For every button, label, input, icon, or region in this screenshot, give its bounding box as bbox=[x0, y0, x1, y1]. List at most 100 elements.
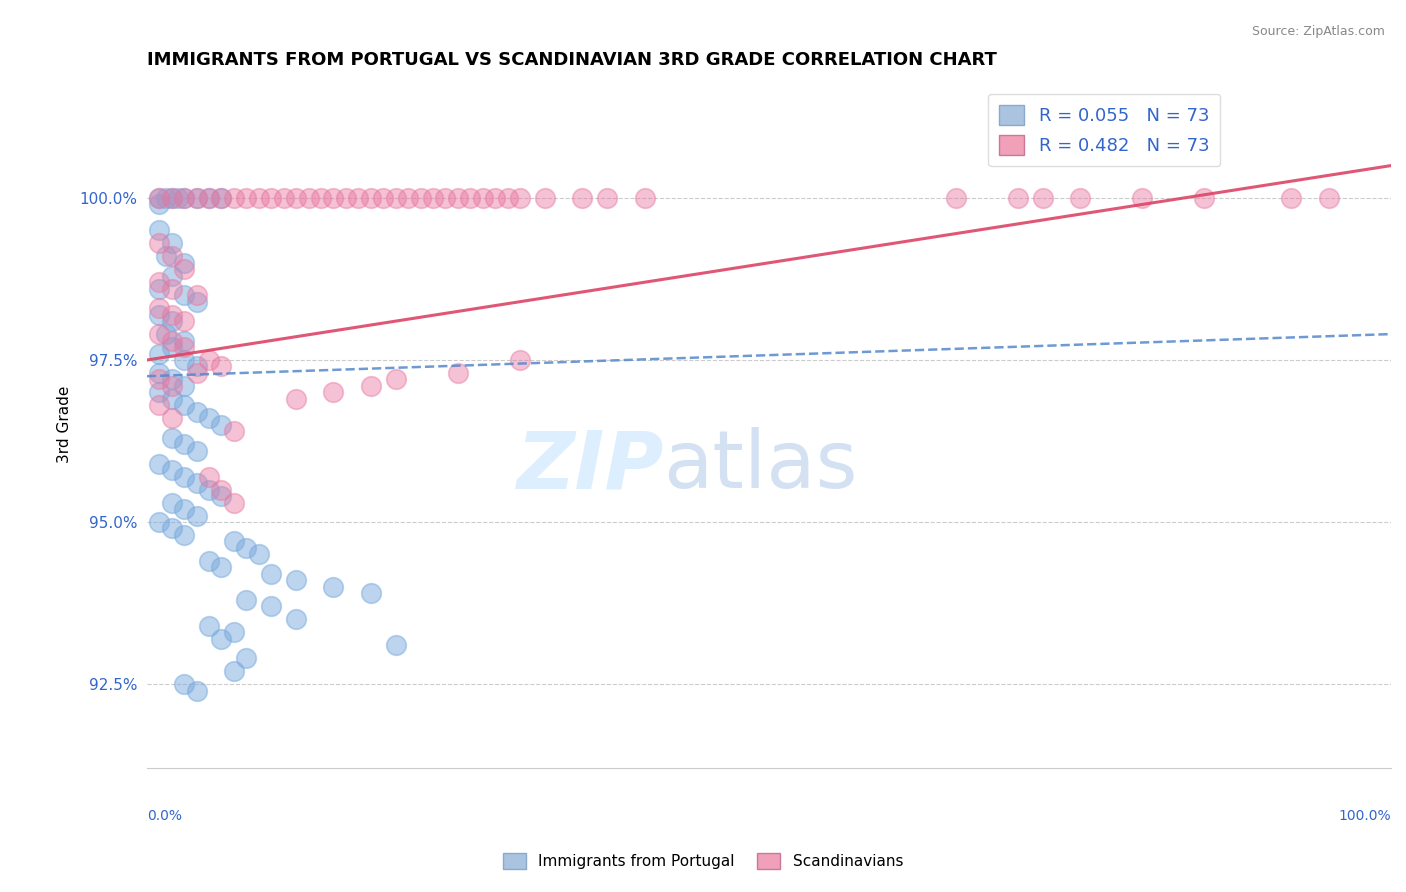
Point bbox=[186, 476, 208, 491]
Point bbox=[173, 288, 195, 302]
Point bbox=[211, 489, 233, 503]
Point bbox=[160, 308, 183, 322]
Point bbox=[148, 515, 170, 529]
Point bbox=[186, 359, 208, 374]
Point bbox=[148, 308, 170, 322]
Point bbox=[373, 191, 395, 205]
Point bbox=[247, 548, 270, 562]
Point bbox=[273, 191, 295, 205]
Point bbox=[160, 463, 183, 477]
Point bbox=[186, 366, 208, 380]
Point bbox=[260, 566, 283, 581]
Text: IMMIGRANTS FROM PORTUGAL VS SCANDINAVIAN 3RD GRADE CORRELATION CHART: IMMIGRANTS FROM PORTUGAL VS SCANDINAVIAN… bbox=[146, 51, 997, 69]
Point bbox=[447, 191, 470, 205]
Point bbox=[160, 314, 183, 328]
Point bbox=[211, 483, 233, 497]
Point bbox=[173, 398, 195, 412]
Point bbox=[173, 528, 195, 542]
Point bbox=[148, 327, 170, 342]
Point bbox=[309, 191, 332, 205]
Point bbox=[211, 191, 233, 205]
Point bbox=[186, 405, 208, 419]
Point bbox=[434, 191, 457, 205]
Point bbox=[1317, 191, 1340, 205]
Point bbox=[160, 236, 183, 251]
Point bbox=[155, 249, 177, 263]
Y-axis label: 3rd Grade: 3rd Grade bbox=[58, 386, 72, 464]
Point bbox=[160, 379, 183, 393]
Point bbox=[1130, 191, 1153, 205]
Point bbox=[1069, 191, 1091, 205]
Point bbox=[160, 340, 183, 354]
Point bbox=[173, 191, 195, 205]
Point bbox=[186, 191, 208, 205]
Point bbox=[173, 677, 195, 691]
Point bbox=[160, 334, 183, 348]
Point bbox=[285, 574, 308, 588]
Point bbox=[160, 282, 183, 296]
Point bbox=[198, 483, 221, 497]
Point bbox=[211, 560, 233, 574]
Point bbox=[260, 191, 283, 205]
Text: ZIP: ZIP bbox=[516, 427, 664, 505]
Text: 100.0%: 100.0% bbox=[1339, 809, 1391, 823]
Point bbox=[186, 443, 208, 458]
Point bbox=[235, 191, 257, 205]
Point bbox=[186, 191, 208, 205]
Point bbox=[148, 197, 170, 211]
Point bbox=[1032, 191, 1054, 205]
Point bbox=[186, 288, 208, 302]
Point bbox=[222, 534, 245, 549]
Point bbox=[211, 359, 233, 374]
Point bbox=[148, 236, 170, 251]
Point bbox=[285, 612, 308, 626]
Point bbox=[167, 191, 190, 205]
Legend: R = 0.055   N = 73, R = 0.482   N = 73: R = 0.055 N = 73, R = 0.482 N = 73 bbox=[988, 94, 1220, 166]
Point bbox=[471, 191, 494, 205]
Point bbox=[160, 268, 183, 283]
Point bbox=[460, 191, 482, 205]
Point bbox=[160, 249, 183, 263]
Point bbox=[148, 457, 170, 471]
Text: atlas: atlas bbox=[664, 427, 858, 505]
Point bbox=[260, 599, 283, 614]
Point bbox=[633, 191, 655, 205]
Point bbox=[360, 586, 382, 600]
Point bbox=[222, 191, 245, 205]
Point bbox=[285, 191, 308, 205]
Point bbox=[222, 495, 245, 509]
Point bbox=[160, 411, 183, 425]
Point bbox=[148, 282, 170, 296]
Point bbox=[422, 191, 444, 205]
Point bbox=[409, 191, 432, 205]
Point bbox=[484, 191, 506, 205]
Point bbox=[360, 191, 382, 205]
Point bbox=[509, 353, 531, 368]
Legend: Immigrants from Portugal, Scandinavians: Immigrants from Portugal, Scandinavians bbox=[496, 847, 910, 875]
Point bbox=[148, 223, 170, 237]
Text: 0.0%: 0.0% bbox=[146, 809, 181, 823]
Point bbox=[198, 191, 221, 205]
Point bbox=[384, 638, 406, 652]
Point bbox=[148, 275, 170, 289]
Point bbox=[1194, 191, 1216, 205]
Point bbox=[235, 592, 257, 607]
Point bbox=[160, 372, 183, 386]
Point bbox=[173, 191, 195, 205]
Point bbox=[160, 191, 183, 205]
Point bbox=[509, 191, 531, 205]
Point bbox=[384, 191, 406, 205]
Point bbox=[155, 327, 177, 342]
Point bbox=[198, 618, 221, 632]
Point bbox=[160, 392, 183, 406]
Point bbox=[211, 632, 233, 646]
Text: Source: ZipAtlas.com: Source: ZipAtlas.com bbox=[1251, 25, 1385, 38]
Point bbox=[173, 437, 195, 451]
Point bbox=[322, 191, 344, 205]
Point bbox=[160, 521, 183, 535]
Point bbox=[173, 334, 195, 348]
Point bbox=[496, 191, 519, 205]
Point bbox=[322, 580, 344, 594]
Point bbox=[211, 191, 233, 205]
Point bbox=[148, 398, 170, 412]
